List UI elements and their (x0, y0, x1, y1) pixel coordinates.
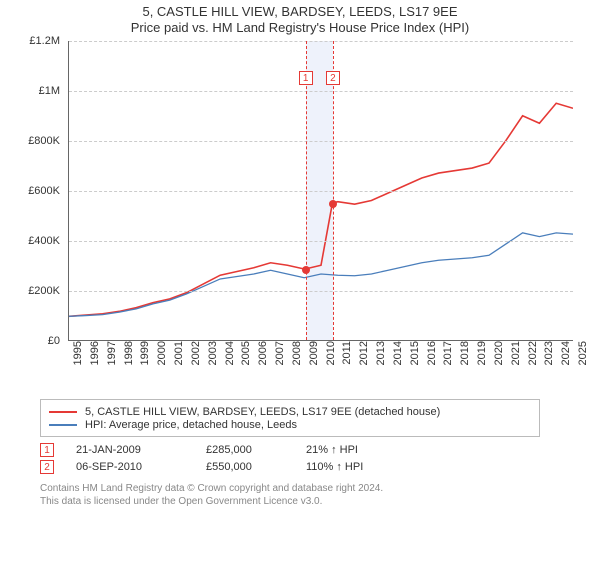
chart-xtick-label: 2022 (527, 341, 539, 381)
sales-table: 1 21-JAN-2009£285,00021% ↑ HPI 2 06-SEP-201… (40, 443, 600, 474)
chart-ytick-label: £400K (28, 235, 60, 247)
chart-xtick-label: 1998 (123, 341, 135, 381)
chart-xtick-label: 1995 (72, 341, 84, 381)
sale-pct-vs-hpi: 110% ↑ HPI (306, 461, 426, 473)
sale-badge: 1 (40, 443, 54, 457)
chart-xtick-label: 2013 (375, 341, 387, 381)
chart-xtick-label: 2012 (358, 341, 370, 381)
chart-series-hpi (69, 233, 573, 316)
sale-date: 21-JAN-2009 (76, 444, 206, 456)
chart-ytick-label: £800K (28, 135, 60, 147)
chart-xtick-label: 2015 (409, 341, 421, 381)
legend-label: 5, CASTLE HILL VIEW, BARDSEY, LEEDS, LS1… (85, 406, 440, 418)
chart-xtick-label: 2001 (173, 341, 185, 381)
chart-gridline (69, 191, 573, 192)
chart-ytick-label: £1M (39, 85, 60, 97)
sale-price: £550,000 (206, 461, 306, 473)
chart-xtick-label: 2020 (493, 341, 505, 381)
footer-line-2: This data is licensed under the Open Gov… (40, 495, 600, 508)
legend-swatch (49, 411, 77, 413)
chart-gridline (69, 141, 573, 142)
chart-xtick-label: 2009 (308, 341, 320, 381)
chart-sale-point (329, 200, 337, 208)
chart-xtick-label: 2008 (291, 341, 303, 381)
chart-gridline (69, 41, 573, 42)
chart-xtick-label: 2018 (459, 341, 471, 381)
chart-series-property (69, 103, 573, 316)
legend-row: 5, CASTLE HILL VIEW, BARDSEY, LEEDS, LS1… (49, 406, 531, 418)
sale-row: 2 06-SEP-2010£550,000110% ↑ HPI (40, 460, 600, 474)
chart-xtick-label: 2023 (543, 341, 555, 381)
chart-xtick-label: 2014 (392, 341, 404, 381)
sale-price: £285,000 (206, 444, 306, 456)
chart-event-badge: 1 (299, 71, 313, 85)
chart-gridline (69, 291, 573, 292)
legend: 5, CASTLE HILL VIEW, BARDSEY, LEEDS, LS1… (40, 399, 540, 437)
chart-ytick-label: £200K (28, 285, 60, 297)
chart-xtick-label: 2010 (325, 341, 337, 381)
chart-sale-point (302, 266, 310, 274)
chart-xtick-label: 2007 (274, 341, 286, 381)
chart-xtick-label: 2006 (257, 341, 269, 381)
footer: Contains HM Land Registry data © Crown c… (40, 482, 600, 508)
chart-plot-area: 12 (68, 41, 573, 341)
chart-ytick-label: £600K (28, 185, 60, 197)
chart-xtick-label: 2024 (560, 341, 572, 381)
chart: 12 £0£200K£400K£600K£800K£1M£1.2M1995199… (20, 41, 580, 391)
chart-event-badge: 2 (326, 71, 340, 85)
page-title: 5, CASTLE HILL VIEW, BARDSEY, LEEDS, LS1… (0, 4, 600, 19)
sale-badge: 2 (40, 460, 54, 474)
chart-xtick-label: 2004 (224, 341, 236, 381)
chart-xtick-label: 2011 (341, 341, 353, 381)
chart-xtick-label: 2021 (510, 341, 522, 381)
chart-xtick-label: 2016 (426, 341, 438, 381)
chart-xtick-label: 2019 (476, 341, 488, 381)
chart-gridline (69, 241, 573, 242)
chart-xtick-label: 2003 (207, 341, 219, 381)
chart-ytick-label: £0 (48, 335, 60, 347)
chart-gridline (69, 91, 573, 92)
footer-line-1: Contains HM Land Registry data © Crown c… (40, 482, 600, 495)
chart-xtick-label: 2017 (442, 341, 454, 381)
chart-xtick-label: 2000 (156, 341, 168, 381)
sale-pct-vs-hpi: 21% ↑ HPI (306, 444, 426, 456)
sale-date: 06-SEP-2010 (76, 461, 206, 473)
legend-label: HPI: Average price, detached house, Leed… (85, 419, 297, 431)
chart-xtick-label: 2002 (190, 341, 202, 381)
chart-xtick-label: 2005 (240, 341, 252, 381)
chart-ytick-label: £1.2M (29, 35, 60, 47)
chart-xtick-label: 1999 (139, 341, 151, 381)
chart-xtick-label: 1997 (106, 341, 118, 381)
page-subtitle: Price paid vs. HM Land Registry's House … (0, 20, 600, 35)
chart-xtick-label: 1996 (89, 341, 101, 381)
chart-xtick-label: 2025 (577, 341, 589, 381)
sale-row: 1 21-JAN-2009£285,00021% ↑ HPI (40, 443, 600, 457)
legend-row: HPI: Average price, detached house, Leed… (49, 419, 531, 431)
page: 5, CASTLE HILL VIEW, BARDSEY, LEEDS, LS1… (0, 4, 600, 564)
legend-swatch (49, 424, 77, 426)
